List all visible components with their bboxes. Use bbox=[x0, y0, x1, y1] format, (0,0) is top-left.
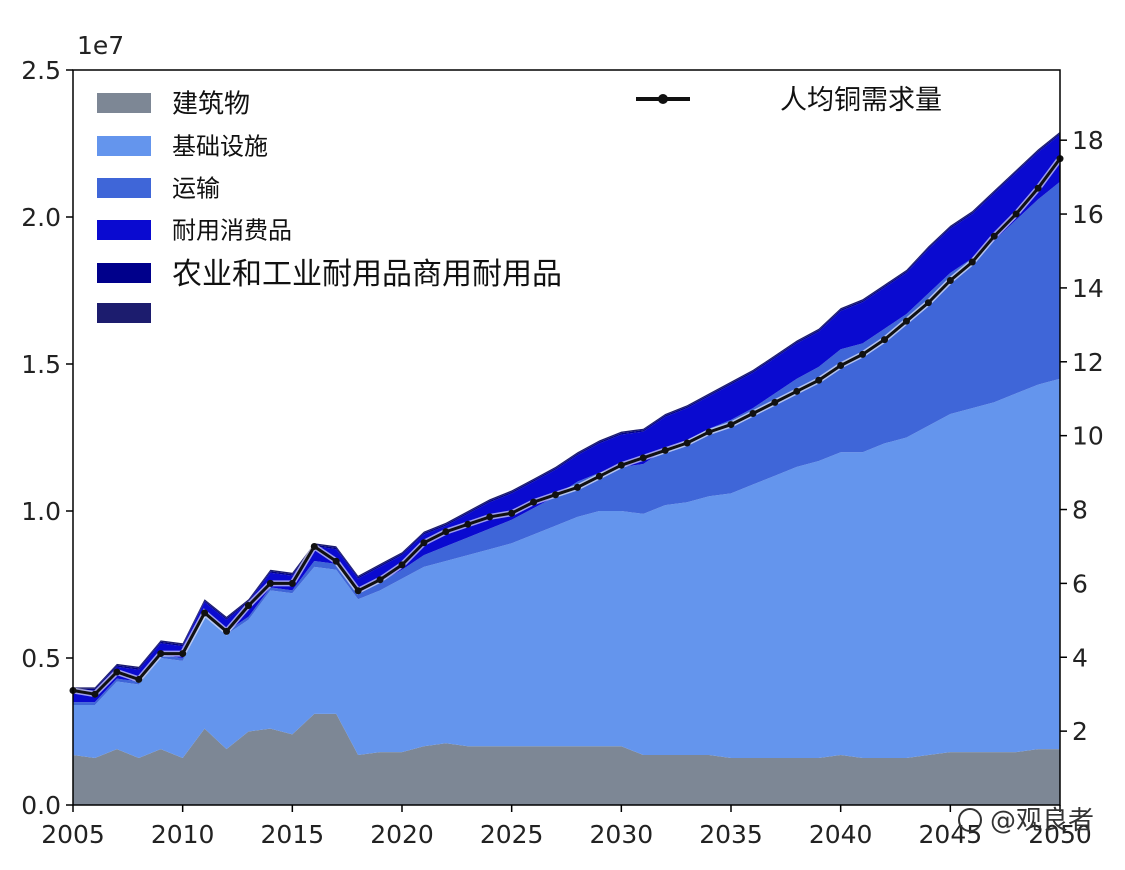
line-point bbox=[924, 299, 932, 307]
line-point bbox=[354, 587, 362, 595]
copper-demand-line bbox=[69, 155, 1064, 698]
line-point bbox=[573, 483, 581, 491]
y2-tick-label: 2 bbox=[1072, 717, 1088, 746]
y-tick-label: 1.0 bbox=[21, 497, 61, 526]
line-point bbox=[442, 528, 450, 536]
legend-swatch bbox=[97, 178, 151, 198]
line-path bbox=[72, 157, 1062, 696]
x-tick-label: 2030 bbox=[590, 820, 654, 849]
y2-tick-label: 8 bbox=[1072, 496, 1088, 525]
area-series-2 bbox=[73, 181, 1060, 705]
line-point bbox=[91, 690, 99, 698]
legend-label: 运输 bbox=[172, 175, 220, 203]
area-series-3 bbox=[73, 134, 1060, 703]
y-tick-label: 0.0 bbox=[21, 791, 61, 820]
x-tick-label: 2010 bbox=[151, 820, 215, 849]
line-point bbox=[727, 421, 735, 429]
legend-label: 农业和工业耐用品商用耐用品 bbox=[172, 257, 562, 292]
legend-line-label: 人均铜需求量 bbox=[780, 85, 942, 116]
weibo-icon bbox=[958, 808, 982, 832]
y2-tick-label: 4 bbox=[1072, 643, 1088, 672]
line-point bbox=[837, 361, 845, 369]
x-tick-label: 2035 bbox=[699, 820, 763, 849]
x-tick-label: 2050 bbox=[1028, 820, 1092, 849]
y2-tick-label: 10 bbox=[1072, 422, 1104, 451]
line-point bbox=[332, 557, 340, 565]
line-point bbox=[179, 650, 187, 658]
line-point bbox=[486, 513, 494, 521]
line-point bbox=[793, 387, 801, 395]
legend-swatch bbox=[97, 303, 151, 323]
line-point bbox=[749, 409, 757, 417]
line-point bbox=[157, 650, 165, 658]
plot-frame bbox=[72, 69, 1061, 806]
x-tick-label: 2045 bbox=[919, 820, 983, 849]
line-point bbox=[990, 232, 998, 240]
line-point bbox=[310, 542, 318, 550]
y2-tick-label: 12 bbox=[1072, 348, 1104, 377]
line-point bbox=[968, 258, 976, 266]
line-point bbox=[946, 277, 954, 285]
line-point bbox=[881, 336, 889, 344]
line-point bbox=[508, 509, 516, 517]
y-tick-label: 2.5 bbox=[21, 56, 61, 85]
line-point bbox=[266, 579, 274, 587]
y2-tick-label: 14 bbox=[1072, 274, 1104, 303]
watermark-text: @观良者 bbox=[990, 806, 1094, 836]
line-point bbox=[771, 398, 779, 406]
line-point bbox=[1012, 210, 1020, 218]
line-point bbox=[661, 446, 669, 454]
line-point bbox=[859, 350, 867, 358]
y2-tick-label: 18 bbox=[1072, 126, 1104, 155]
legend-label: 建筑物 bbox=[172, 89, 250, 119]
line-point bbox=[1034, 184, 1042, 192]
y2-tick-label: 16 bbox=[1072, 200, 1104, 229]
x-tick-label: 2020 bbox=[370, 820, 434, 849]
legend-swatch bbox=[97, 220, 151, 240]
line-point bbox=[420, 539, 428, 547]
axes: 2005 2010 2015 2020 2025 2030 2035 2040 2045 2050… bbox=[21, 31, 1104, 849]
line-point bbox=[639, 454, 647, 462]
line-point bbox=[705, 428, 713, 436]
line-point bbox=[201, 609, 209, 617]
line-point bbox=[244, 602, 252, 610]
watermark: @观良者 bbox=[958, 806, 1094, 836]
legend-label: 耐用消费品 bbox=[172, 217, 292, 245]
line-point bbox=[595, 472, 603, 480]
x-tick-label: 2015 bbox=[261, 820, 325, 849]
line-point bbox=[552, 491, 560, 499]
y-offset-label: 1e7 bbox=[77, 31, 124, 60]
line-point bbox=[683, 439, 691, 447]
line-point bbox=[902, 317, 910, 325]
legend-swatch bbox=[97, 93, 151, 113]
area-series-0 bbox=[73, 713, 1060, 805]
area-series-1 bbox=[73, 378, 1060, 758]
line-point bbox=[223, 627, 231, 635]
line-point bbox=[617, 461, 625, 469]
line-point bbox=[530, 498, 538, 506]
legend-swatch bbox=[97, 263, 151, 283]
legend-label: 基础设施 bbox=[172, 133, 268, 161]
legend-line-marker bbox=[658, 94, 668, 104]
line-point bbox=[288, 579, 296, 587]
line-point bbox=[113, 668, 121, 676]
stacked-areas bbox=[73, 131, 1060, 805]
y-tick-label: 2.0 bbox=[21, 203, 61, 232]
line-point bbox=[815, 376, 823, 384]
x-tick-label: 2025 bbox=[480, 820, 544, 849]
line-point bbox=[376, 576, 384, 584]
line-point bbox=[464, 520, 472, 528]
line-point bbox=[398, 561, 406, 569]
x-tick-label: 2005 bbox=[41, 820, 105, 849]
legend-swatch bbox=[97, 136, 151, 156]
x-tick-label: 2040 bbox=[809, 820, 873, 849]
y-tick-label: 0.5 bbox=[21, 644, 61, 673]
y-tick-label: 1.5 bbox=[21, 350, 61, 379]
y2-tick-label: 6 bbox=[1072, 569, 1088, 598]
line-point bbox=[135, 675, 143, 683]
